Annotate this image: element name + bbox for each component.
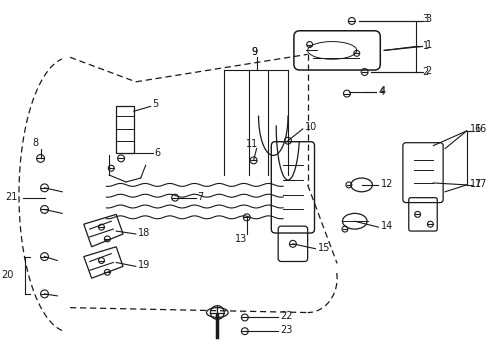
Text: 16: 16 — [473, 124, 486, 134]
Text: 4: 4 — [379, 86, 385, 96]
Text: 11: 11 — [245, 139, 257, 149]
Text: 1: 1 — [422, 41, 428, 51]
Text: 2: 2 — [422, 67, 428, 77]
Text: 13: 13 — [234, 234, 246, 244]
Text: 22: 22 — [280, 311, 292, 321]
Text: 12: 12 — [381, 179, 393, 189]
Text: 14: 14 — [381, 221, 393, 231]
Text: 17: 17 — [468, 179, 481, 189]
Text: 3: 3 — [422, 14, 428, 24]
Text: 19: 19 — [138, 260, 150, 270]
Text: 4: 4 — [378, 87, 384, 96]
Text: 23: 23 — [280, 325, 292, 335]
Text: 21: 21 — [5, 192, 18, 202]
Text: 1: 1 — [425, 40, 431, 50]
Bar — [116, 106, 134, 153]
Text: 6: 6 — [154, 148, 160, 158]
Text: 9: 9 — [251, 48, 257, 57]
Text: 3: 3 — [425, 14, 431, 24]
Text: 17: 17 — [473, 179, 486, 189]
Text: 18: 18 — [138, 228, 150, 238]
Text: 2: 2 — [425, 66, 431, 76]
Text: 5: 5 — [152, 99, 159, 109]
Text: 9: 9 — [251, 48, 257, 57]
Text: 16: 16 — [468, 124, 481, 134]
Text: 7: 7 — [197, 192, 203, 202]
Text: 8: 8 — [33, 138, 39, 148]
Text: 10: 10 — [304, 122, 316, 132]
Text: 20: 20 — [1, 270, 13, 280]
Text: 15: 15 — [317, 243, 329, 253]
